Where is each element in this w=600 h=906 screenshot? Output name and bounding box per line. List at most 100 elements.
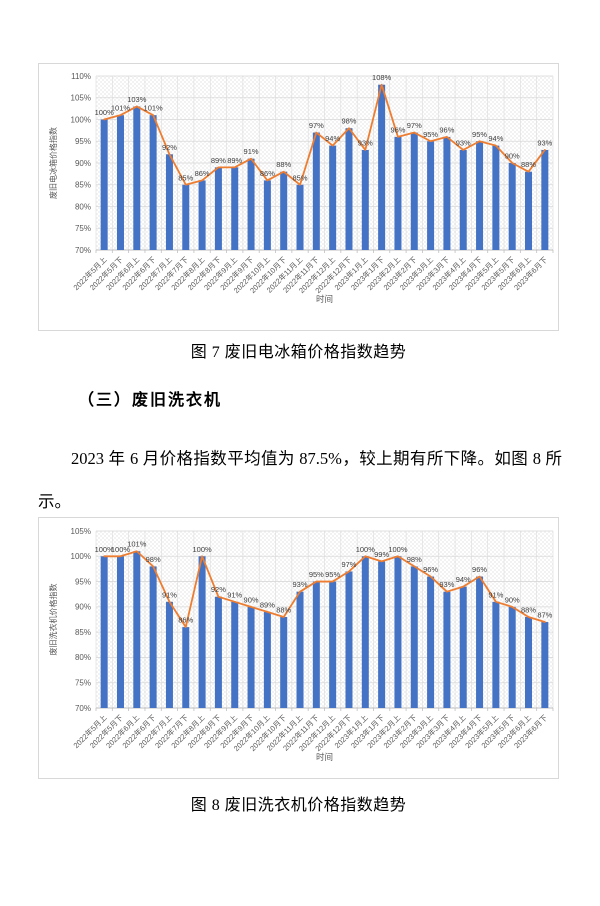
bar <box>280 616 288 708</box>
y-axis-title: 废旧洗衣机价格指数 <box>48 584 58 656</box>
y-axis-tick-labels: 70% 75% 80% 85% 90% 95% 100% 105% <box>71 527 91 713</box>
bar <box>231 167 239 250</box>
x-axis-title: 时间 <box>316 752 333 762</box>
bar <box>427 576 435 708</box>
svg-text:103%: 103% <box>127 95 147 104</box>
svg-text:86%: 86% <box>195 169 210 178</box>
svg-text:90%: 90% <box>75 603 91 612</box>
svg-text:70%: 70% <box>75 246 91 255</box>
svg-text:98%: 98% <box>341 117 356 126</box>
svg-text:91%: 91% <box>162 590 177 599</box>
bar <box>100 119 108 250</box>
svg-text:100%: 100% <box>388 545 408 554</box>
svg-text:101%: 101% <box>144 104 164 113</box>
bar <box>182 627 190 708</box>
bar <box>329 145 337 250</box>
x-axis-tick-labels: 2022年5月上2022年5月下2022年6月上2022年6月下2022年7月上… <box>71 712 550 753</box>
svg-text:85%: 85% <box>75 628 91 637</box>
svg-text:80%: 80% <box>75 202 91 211</box>
svg-text:86%: 86% <box>260 169 275 178</box>
bar <box>443 136 451 250</box>
svg-text:85%: 85% <box>75 181 91 190</box>
bar <box>182 184 190 250</box>
bar <box>116 115 124 251</box>
svg-text:97%: 97% <box>341 560 356 569</box>
svg-text:88%: 88% <box>276 160 291 169</box>
svg-text:90%: 90% <box>244 595 259 604</box>
svg-text:93%: 93% <box>439 580 454 589</box>
svg-text:95%: 95% <box>325 570 340 579</box>
svg-text:93%: 93% <box>537 138 552 147</box>
svg-text:100%: 100% <box>71 115 91 124</box>
bar <box>361 556 369 708</box>
bar <box>165 154 173 250</box>
bar <box>165 601 173 708</box>
data-labels: 100%100%101%98%91%86%100%92%91%90%89%88%… <box>95 540 553 625</box>
bar <box>492 601 500 708</box>
bar <box>329 581 337 708</box>
svg-text:92%: 92% <box>211 585 226 594</box>
section-heading-washing-machine: （三）废旧洗衣机 <box>78 392 223 409</box>
bar <box>361 149 369 250</box>
svg-text:100%: 100% <box>111 545 131 554</box>
svg-text:86%: 86% <box>178 616 193 625</box>
bar <box>541 149 549 250</box>
svg-text:90%: 90% <box>505 152 520 161</box>
svg-text:93%: 93% <box>293 580 308 589</box>
y-axis-tick-labels: 70% 75% 80% 85% 90% 95% 100% 105% 110% <box>71 72 91 255</box>
bar <box>133 551 141 708</box>
svg-text:85%: 85% <box>178 173 193 182</box>
bar <box>100 556 108 708</box>
bar <box>394 556 402 708</box>
bar <box>214 167 222 250</box>
svg-text:91%: 91% <box>227 590 242 599</box>
bar <box>476 576 484 708</box>
svg-text:89%: 89% <box>227 156 242 165</box>
bar <box>116 556 124 708</box>
svg-text:87%: 87% <box>537 611 552 620</box>
svg-text:80%: 80% <box>75 653 91 662</box>
bar <box>198 180 206 250</box>
bar <box>149 115 157 251</box>
svg-text:105%: 105% <box>71 527 91 536</box>
x-axis-tick-labels: 2022年5月上2022年5月下2022年6月上2022年6月下2022年7月上… <box>71 254 550 295</box>
bar <box>133 106 141 250</box>
svg-text:100%: 100% <box>356 545 376 554</box>
body-paragraph: 2023 年 6 月价格指数平均值为 87.5%，较上期有所下降。如图 8 所示… <box>38 448 562 511</box>
svg-text:95%: 95% <box>75 137 91 146</box>
bar <box>427 141 435 250</box>
svg-text:90%: 90% <box>505 595 520 604</box>
bar <box>378 84 386 250</box>
bar <box>280 171 288 250</box>
svg-text:75%: 75% <box>75 224 91 233</box>
svg-text:101%: 101% <box>127 540 147 549</box>
svg-text:100%: 100% <box>95 108 115 117</box>
bar <box>149 566 157 708</box>
svg-text:105%: 105% <box>71 94 91 103</box>
svg-text:85%: 85% <box>293 173 308 182</box>
svg-text:93%: 93% <box>456 138 471 147</box>
svg-text:110%: 110% <box>71 72 91 81</box>
trend-line <box>103 550 546 628</box>
svg-text:94%: 94% <box>456 575 471 584</box>
svg-text:88%: 88% <box>521 160 536 169</box>
svg-text:88%: 88% <box>276 605 291 614</box>
bar <box>508 163 516 250</box>
svg-text:95%: 95% <box>472 130 487 139</box>
bar <box>378 561 386 708</box>
bar <box>541 622 549 708</box>
svg-text:91%: 91% <box>244 147 259 156</box>
svg-text:88%: 88% <box>521 605 536 614</box>
bar <box>247 158 255 250</box>
bar <box>345 571 353 708</box>
svg-text:101%: 101% <box>111 104 131 113</box>
svg-text:95%: 95% <box>423 130 438 139</box>
svg-text:100%: 100% <box>71 552 91 561</box>
x-axis-title: 时间 <box>316 294 333 304</box>
svg-text:96%: 96% <box>423 565 438 574</box>
svg-text:100%: 100% <box>192 545 212 554</box>
bar-series <box>100 551 549 708</box>
svg-text:108%: 108% <box>372 73 392 82</box>
data-labels: 100%101%103%101%92%85% 86%89% 89%91%86%88%… <box>95 73 553 182</box>
bar <box>410 566 418 708</box>
